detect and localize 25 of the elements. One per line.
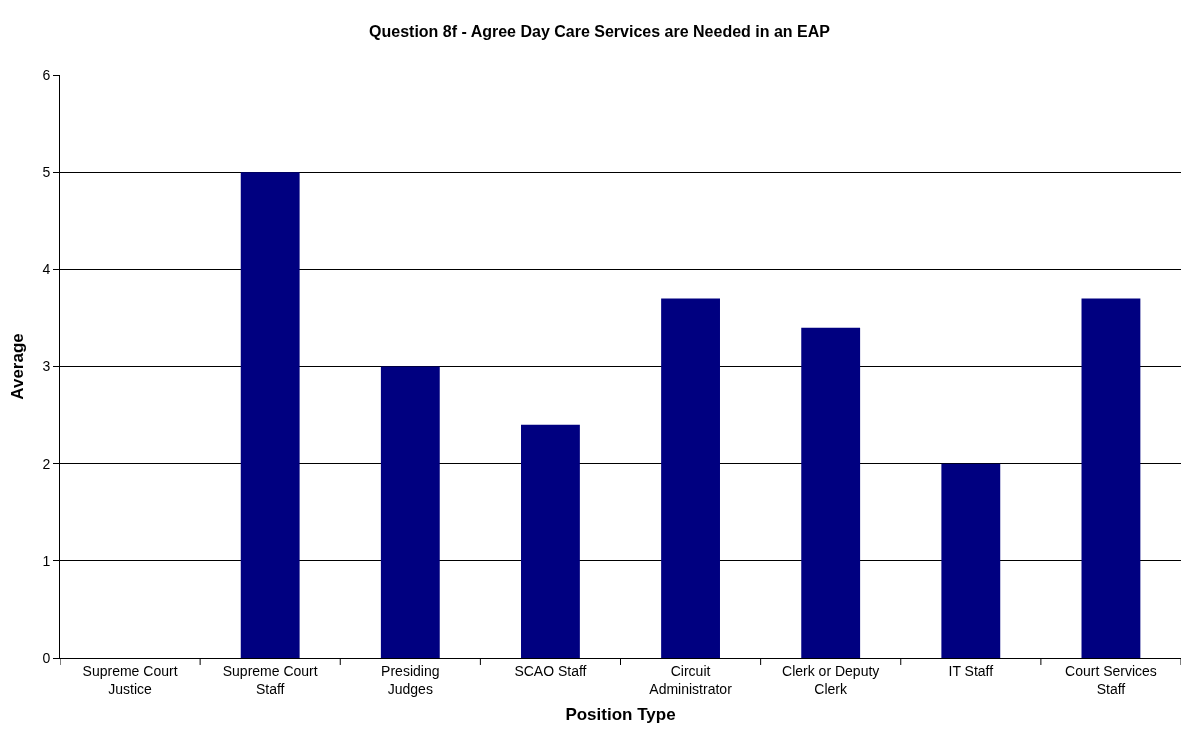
x-tick-label: Court Services Staff [1065,662,1157,697]
chart-title: Question 8f - Agree Day Care Services are Needed in an EAP [369,23,831,41]
x-tick-label: SCAO Staff [514,662,587,679]
y-tick-label: 1 [42,552,51,569]
y-tick-label: 5 [42,164,51,181]
y-tick-label: 3 [42,358,51,375]
y-tick-label: 6 [42,66,51,83]
bar [240,172,300,658]
x-tick-label: IT Staff [948,662,994,679]
y-tick-label: 2 [42,455,51,472]
bar [801,327,861,658]
x-tick-label: Presiding Judges [381,662,440,697]
x-axis-title: Position Type [565,705,676,725]
y-tick-label: 4 [42,261,51,278]
y-axis-title: Average [7,333,27,400]
bar [1081,298,1141,658]
x-tick-label: Supreme Court Justice [82,662,178,697]
y-tick-label: 0 [42,649,51,666]
bar [380,366,440,658]
bar [521,424,580,658]
x-tick-label: Circuit Administrator [649,662,733,697]
bar [661,298,720,658]
bar [941,463,1001,658]
x-tick-label: Clerk or Deputy Clerk [782,662,880,697]
x-tick-label: Supreme Court Staff [222,662,318,697]
